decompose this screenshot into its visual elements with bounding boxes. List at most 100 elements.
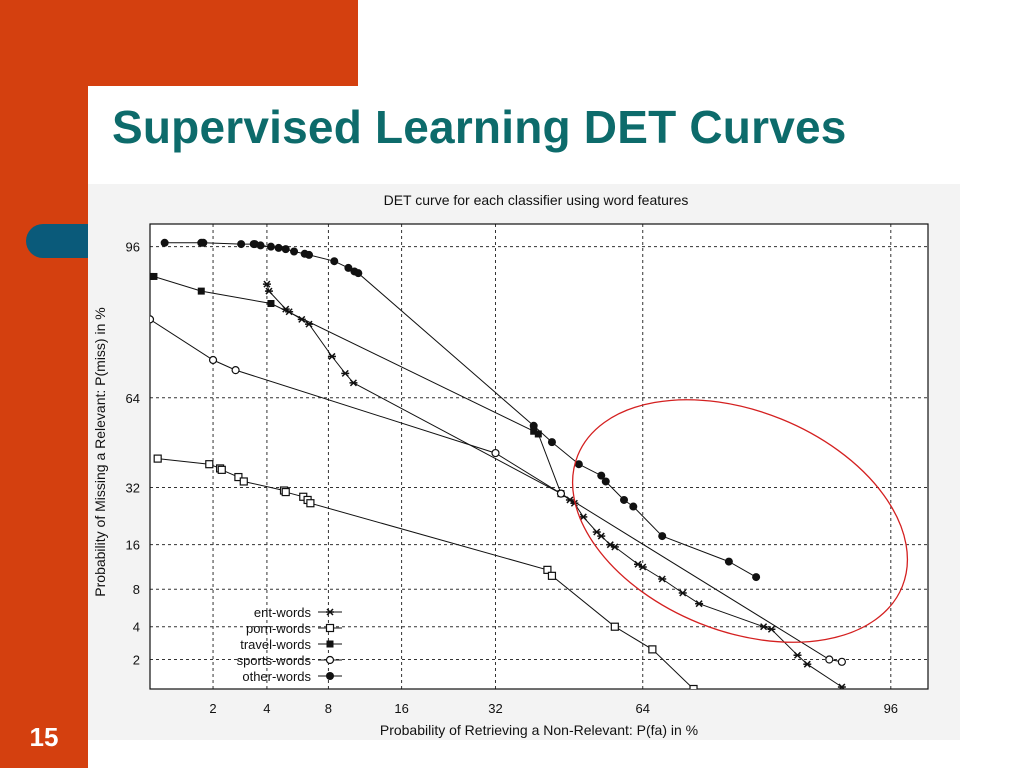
y-axis-label: Probability of Missing a Relevant: P(mis… <box>92 307 108 596</box>
ent-words-point <box>570 499 579 507</box>
legend-travel-words-point <box>326 640 334 648</box>
y-tick-label: 8 <box>133 582 140 597</box>
other-words-point <box>629 502 638 511</box>
ent-words-point <box>837 683 846 689</box>
x-tick-label: 64 <box>636 701 650 716</box>
ent-words-point <box>285 308 294 316</box>
legend-sports-words-point <box>325 655 335 665</box>
left-accent-bar <box>0 0 88 768</box>
other-words-point <box>658 532 667 541</box>
ent-words-point <box>793 651 802 659</box>
det-chart-panel: DET curve for each classifier using word… <box>88 184 960 740</box>
ent-words-point <box>658 575 667 583</box>
ent-words-point <box>610 543 619 551</box>
other-words-point <box>597 471 606 480</box>
other-words-point <box>305 250 314 259</box>
x-tick-label: 4 <box>263 701 270 716</box>
porn-words-point <box>306 499 315 508</box>
other-words-point <box>601 477 610 486</box>
y-tick-label: 2 <box>133 653 140 668</box>
other-words-point <box>547 438 556 447</box>
ent-words-point <box>767 625 776 633</box>
chart-title: DET curve for each classifier using word… <box>384 192 689 208</box>
legend-label: ent-words <box>254 605 312 620</box>
sports-words-point <box>491 448 500 458</box>
ent-words-point <box>305 320 314 328</box>
legend-porn-words-point <box>325 623 335 633</box>
ent-words-point <box>262 280 271 288</box>
legend-label: other-words <box>242 669 311 684</box>
other-words-point <box>256 241 265 250</box>
x-tick-label: 16 <box>394 701 408 716</box>
other-words-point <box>199 238 208 247</box>
other-words-point <box>724 557 733 566</box>
legend-ent-words-point <box>326 608 334 616</box>
other-words-point <box>160 238 169 247</box>
porn-words-point <box>648 645 657 654</box>
other-words-point <box>274 243 283 252</box>
other-words-point <box>266 242 275 251</box>
y-tick-label: 16 <box>126 538 140 553</box>
sports-words-point <box>231 366 240 375</box>
ent-words-point <box>327 352 336 360</box>
legend-label: travel-words <box>240 637 311 652</box>
other-words-point <box>529 421 538 430</box>
sports-words-point <box>837 657 846 666</box>
other-words-point <box>290 247 299 256</box>
x-tick-label: 32 <box>488 701 502 716</box>
sports-words-point <box>556 489 566 498</box>
porn-words-point <box>234 472 243 482</box>
ent-words-point <box>803 660 812 668</box>
other-words-point <box>237 240 246 249</box>
ent-words-point <box>349 379 358 387</box>
y-tick-label: 64 <box>126 391 140 406</box>
ent-words-point <box>597 532 606 540</box>
legend-label: porn-words <box>246 621 312 636</box>
other-words-point <box>344 263 353 272</box>
porn-words-point <box>543 565 552 574</box>
legend: ent-wordsporn-wordstravel-wordssports-wo… <box>237 605 342 684</box>
sports-words-point <box>208 355 218 365</box>
ent-words-point <box>695 600 704 608</box>
travel-words-point <box>150 272 158 280</box>
other-words-point <box>752 573 761 582</box>
travel-words-point <box>197 287 205 295</box>
ent-words-point <box>678 589 687 597</box>
legend-label: sports-words <box>237 653 312 668</box>
travel-words-point <box>530 427 538 435</box>
ent-words-point <box>579 513 588 521</box>
porn-words-point <box>153 454 162 463</box>
y-tick-label: 96 <box>126 240 140 255</box>
ent-words-point <box>759 623 768 631</box>
ent-words-point <box>565 496 574 504</box>
legend-other-words-point <box>326 672 334 680</box>
det-chart: DET curve for each classifier using word… <box>92 192 929 738</box>
x-tick-label: 96 <box>884 701 898 716</box>
porn-words-point <box>217 465 226 474</box>
plot-area <box>150 224 928 689</box>
ent-words-point <box>638 563 647 571</box>
other-words-point <box>281 245 290 254</box>
y-tick-label: 4 <box>133 620 140 635</box>
slide-title: Supervised Learning DET Curves <box>112 101 847 153</box>
ent-words-point <box>297 315 306 323</box>
porn-words-point <box>239 477 248 486</box>
sports-words-point <box>825 655 834 664</box>
porn-words-point <box>205 460 214 469</box>
ent-words-point <box>264 287 273 295</box>
ent-words-point <box>341 369 350 377</box>
porn-words-point <box>281 487 290 497</box>
sports-words-point <box>150 315 155 324</box>
plot-series-group <box>150 238 846 689</box>
porn-words-point <box>547 571 557 580</box>
other-words-point <box>354 269 363 278</box>
porn-words-point <box>689 684 698 689</box>
other-words-point <box>330 257 339 266</box>
x-tick-label: 2 <box>209 701 216 716</box>
top-accent-bar <box>0 0 358 86</box>
travel-words-point <box>267 300 275 308</box>
y-tick-label: 32 <box>126 480 140 495</box>
plot-frame <box>149 223 929 690</box>
travel-words-point <box>534 430 542 438</box>
x-axis-label: Probability of Retrieving a Non-Relevant… <box>380 722 698 738</box>
